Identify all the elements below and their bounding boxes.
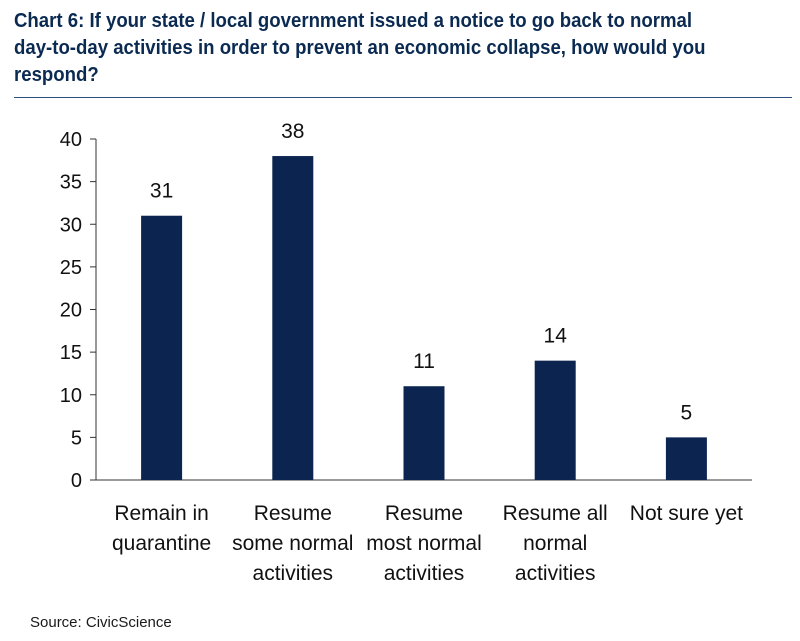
category-label: activities (384, 562, 465, 585)
category-label: quarantine (112, 532, 211, 555)
category-label: normal (523, 532, 587, 555)
bar (403, 386, 445, 480)
category-label: Resume all (503, 502, 608, 525)
category-label: Not sure yet (630, 502, 743, 525)
category-label: Remain in (114, 502, 209, 525)
bars (141, 156, 707, 481)
y-tick-label: 30 (60, 214, 82, 236)
category-label: Resume (385, 502, 463, 525)
data-label: 31 (150, 180, 173, 203)
y-axis: 0 5 10 15 20 25 30 35 40 (60, 129, 97, 492)
data-label: 38 (281, 120, 304, 143)
bar (534, 360, 576, 480)
category-label: some normal (232, 532, 353, 555)
category-labels: Remain in quarantine Resume some normal acti… (112, 502, 743, 585)
data-label: 11 (413, 350, 435, 373)
y-tick-label: 35 (60, 172, 82, 194)
bar (665, 437, 707, 480)
source-note: Source: CivicScience (30, 614, 172, 631)
y-tick-label: 20 (60, 300, 82, 322)
y-tick-label: 5 (71, 427, 82, 449)
title-divider (14, 97, 792, 98)
y-tick-label: 25 (60, 257, 82, 279)
data-labels: 31 38 11 14 5 (150, 120, 692, 424)
category-label: most normal (366, 532, 482, 555)
category-label: Resume (254, 502, 332, 525)
y-tick-label: 10 (60, 385, 82, 407)
y-tick-label: 15 (60, 342, 82, 364)
bar (141, 215, 183, 480)
y-tick-label: 0 (71, 470, 82, 492)
chart-title: Chart 6: If your state / local governmen… (14, 10, 706, 86)
data-label: 5 (681, 401, 693, 424)
bar (272, 156, 314, 481)
data-label: 14 (544, 325, 568, 348)
category-label: activities (515, 562, 596, 585)
category-label: activities (253, 562, 334, 585)
y-tick-label: 40 (60, 129, 82, 151)
